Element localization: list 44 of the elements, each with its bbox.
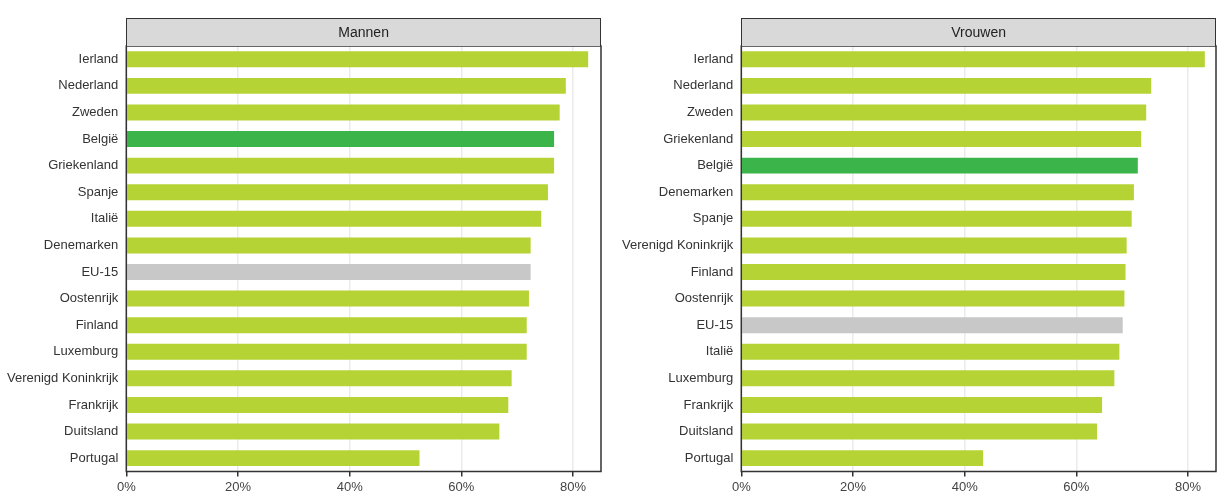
y-tick-label: Griekenland — [48, 157, 119, 173]
y-tick-label: Verenigd Koninkrijk — [621, 236, 734, 252]
x-tick-label: 40% — [336, 478, 364, 494]
y-tick-label: Ierland — [693, 50, 734, 66]
y-tick-label: Oostenrijk — [59, 290, 119, 306]
y-tick-label: Zweden — [72, 104, 119, 120]
y-tick-label: Griekenland — [663, 130, 734, 146]
y-tick-label: Luxemburg — [53, 343, 119, 359]
chart-title: Mannen — [126, 18, 601, 46]
y-tick-label: Denemarken — [43, 236, 119, 252]
y-tick-label: Nederland — [58, 77, 119, 93]
y-tick-label: Luxemburg — [668, 369, 734, 385]
x-tick-label: 80% — [560, 478, 587, 494]
x-tick-label: 80% — [1175, 478, 1202, 494]
y-tick-label: Nederland — [673, 77, 734, 93]
y-tick-label: België — [697, 157, 734, 173]
y-tick-label: Oostenrijk — [674, 290, 734, 306]
y-tick-label: Zweden — [687, 104, 734, 120]
y-tick-label: Spanje — [77, 183, 119, 199]
y-tick-label: Verenigd Koninkrijk — [6, 369, 119, 385]
y-tick-label: Finland — [690, 263, 734, 279]
y-tick-label: Italië — [90, 210, 119, 226]
x-tick-label: 0% — [731, 478, 752, 494]
y-tick-label: Denemarken — [658, 183, 734, 199]
y-tick-label: EU-15 — [81, 263, 119, 279]
x-tick-label: 60% — [1063, 478, 1090, 494]
chart-title: Vrouwen — [741, 18, 1216, 46]
x-tick-label: 20% — [839, 478, 867, 494]
y-tick-label: Finland — [75, 316, 119, 332]
y-tick-label: Italië — [705, 343, 734, 359]
y-tick-label: EU-15 — [696, 316, 734, 332]
x-tick-label: 40% — [951, 478, 979, 494]
y-tick-label: Spanje — [692, 210, 734, 226]
y-tick-label: België — [82, 130, 119, 146]
x-tick-label: 60% — [448, 478, 475, 494]
y-tick-label: Ierland — [78, 50, 119, 66]
y-tick-label: Portugal — [684, 449, 734, 465]
x-tick-label: 0% — [116, 478, 137, 494]
y-tick-label: Duitsland — [679, 423, 734, 439]
y-tick-label: Frankrijk — [683, 396, 734, 412]
y-tick-label: Duitsland — [64, 423, 119, 439]
x-tick-label: 20% — [224, 478, 252, 494]
y-tick-label: Frankrijk — [68, 396, 119, 412]
y-tick-label: Portugal — [69, 449, 119, 465]
